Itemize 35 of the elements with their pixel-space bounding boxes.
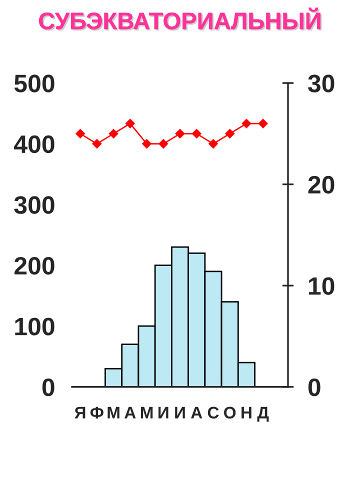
x-tick-label: И: [175, 406, 185, 418]
y-tick-label: 100: [15, 318, 54, 336]
point: [192, 129, 202, 138]
y2-tick-label: 0: [308, 378, 320, 396]
x-tick-label: Д: [257, 406, 269, 422]
y-tick-label: 300: [14, 196, 54, 214]
x-tick-label: А: [191, 406, 202, 418]
y-tick-label: 400: [14, 135, 54, 154]
x-tick-label: С: [208, 406, 219, 419]
x-tick-label: Я: [74, 406, 86, 418]
x-tick-label: О: [224, 406, 236, 419]
x-tick-label: Ф: [90, 406, 104, 418]
point: [208, 139, 218, 148]
x-tick-label: М: [108, 406, 120, 418]
point: [108, 129, 118, 138]
chart-title: СУБЭКВАТОРИАЛЬНЫЙ: [39, 8, 322, 31]
point: [225, 129, 234, 138]
y-tick-label: 500: [14, 74, 54, 92]
y-tick-label: 0: [42, 378, 54, 396]
point: [242, 118, 252, 128]
point: [175, 129, 185, 138]
x-tick-label: А: [124, 406, 136, 418]
point: [158, 139, 168, 148]
point: [126, 118, 135, 128]
point: [92, 139, 102, 148]
y2-tick-label: 20: [308, 176, 334, 194]
point: [258, 118, 268, 128]
y2-tick-label: 10: [309, 277, 334, 295]
x-tick-label: И: [158, 406, 168, 418]
x-tick-label: Н: [242, 406, 252, 418]
x-tick-label: М: [140, 406, 153, 418]
point: [142, 139, 152, 148]
point: [76, 129, 85, 138]
y2-tick-label: 30: [308, 74, 334, 92]
y-tick-label: 200: [14, 256, 54, 275]
